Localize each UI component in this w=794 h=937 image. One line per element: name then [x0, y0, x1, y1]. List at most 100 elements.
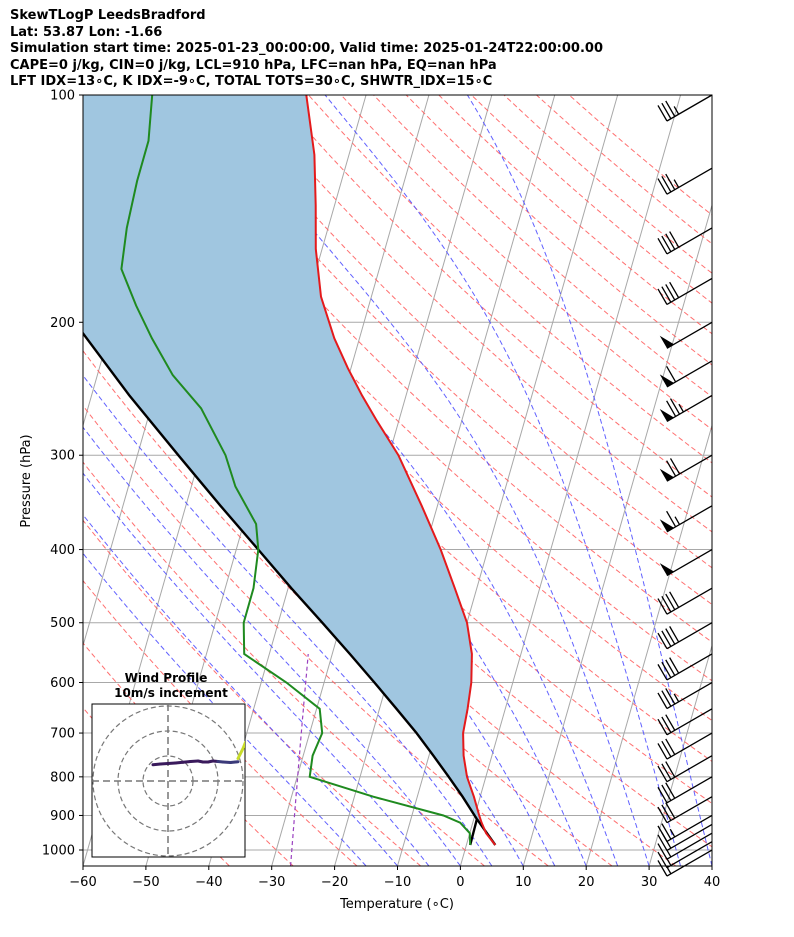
wind-barb	[659, 394, 713, 423]
barb-feather	[657, 825, 668, 842]
barb-half-feather	[669, 828, 676, 838]
barb-staff	[666, 394, 713, 423]
y-tick-label: 500	[50, 616, 75, 631]
x-tick-label: −50	[132, 875, 159, 890]
barb-staff	[666, 814, 713, 843]
mixing-ratio-line	[290, 653, 309, 866]
barb-feather	[661, 630, 672, 647]
stability-indices: LFT IDX=13∘C, K IDX=-9∘C, TOTAL TOTS=30∘…	[10, 74, 493, 89]
dry-adiabat	[83, 579, 358, 866]
x-tick-label: −10	[384, 875, 411, 890]
barb-feather	[657, 718, 668, 736]
barb-pennant	[659, 468, 674, 482]
dry-adiabat	[83, 350, 613, 866]
barb-feather	[657, 238, 668, 255]
dry-adiabat	[210, 95, 712, 569]
barb-feather	[665, 628, 676, 645]
barb-feather	[665, 761, 676, 778]
moist-adiabat	[201, 95, 650, 866]
barb-feather	[665, 659, 676, 676]
barb-feather	[657, 178, 668, 195]
x-tick-label: 30	[641, 875, 658, 890]
barb-feather	[665, 802, 676, 819]
x-tick-label: −40	[195, 875, 222, 890]
barb-feather	[665, 593, 676, 611]
x-tick-label: 0	[456, 875, 464, 890]
barb-staff	[666, 227, 713, 255]
barb-feather	[669, 626, 680, 643]
isotherm-line	[711, 864, 712, 866]
dry-adiabat	[83, 245, 712, 848]
barb-feather	[661, 823, 672, 840]
chart-title: SkewTLogP LeedsBradford	[10, 8, 206, 23]
barb-half-feather	[678, 403, 684, 413]
wind-barb	[657, 277, 713, 306]
wind-barb	[659, 505, 713, 533]
barb-pennant	[659, 335, 674, 349]
barb-feather	[665, 714, 676, 731]
wind-barb	[659, 321, 713, 349]
barb-staff	[666, 167, 713, 195]
barb-feather	[666, 510, 677, 528]
isotherm-line	[585, 423, 712, 866]
hodograph-title: Wind Profile	[125, 671, 208, 685]
dry-adiabat	[242, 95, 712, 533]
barb-pennant	[659, 374, 674, 387]
barb-feather	[657, 834, 668, 851]
barb-feather	[666, 400, 677, 417]
barb-feather	[669, 591, 680, 608]
barb-feather	[657, 692, 668, 709]
plot-area	[83, 95, 794, 866]
barb-staff	[666, 832, 713, 860]
barb-half-feather	[673, 106, 680, 115]
dry-adiabat	[83, 296, 677, 866]
y-tick-label: 700	[50, 727, 75, 742]
barb-staff	[666, 732, 713, 760]
barb-feather	[661, 286, 672, 303]
wind-barb	[657, 622, 713, 650]
barb-feather	[657, 664, 668, 681]
hodograph-inset: Wind Profile 10m/s increment	[91, 671, 246, 858]
barb-feather	[666, 460, 677, 477]
barb-staff	[666, 681, 713, 710]
cin-shading	[83, 95, 496, 845]
barb-staff	[666, 454, 713, 482]
temperature-line	[305, 95, 497, 846]
barb-feather	[661, 740, 672, 758]
barb-half-feather	[673, 693, 680, 703]
wind-barb	[657, 755, 713, 783]
simulation-times: Simulation start time: 2025-01-23_00:00:…	[10, 41, 603, 56]
moist-adiabat	[83, 426, 461, 866]
moist-adiabat	[83, 552, 367, 866]
isotherm-line	[775, 95, 794, 866]
wind-barb	[657, 681, 713, 710]
barb-feather	[661, 176, 672, 193]
barb-feather	[657, 765, 668, 782]
wind-barb	[657, 849, 713, 877]
dry-adiabat	[83, 519, 422, 866]
y-tick-label: 400	[50, 543, 75, 558]
dry-adiabat	[83, 642, 294, 866]
x-tick-label: −60	[69, 875, 96, 890]
barb-feather	[665, 738, 676, 755]
y-tick-label: 900	[50, 809, 75, 824]
barb-feather	[665, 233, 676, 250]
y-tick-label: 100	[50, 89, 75, 104]
hodograph-subtitle: 10m/s increment	[114, 686, 228, 700]
moist-adiabat	[324, 95, 681, 866]
barb-feather	[661, 763, 672, 780]
isotherm-line	[522, 203, 712, 866]
barb-feather	[665, 100, 676, 117]
y-tick-label: 1000	[42, 844, 75, 859]
barb-feather	[669, 398, 681, 415]
convective-parameters: CAPE=0 j/kg, CIN=0 j/kg, LCL=910 hPa, LF…	[10, 57, 497, 73]
barb-pennant	[659, 519, 674, 532]
parcel-dewpoint-ascent	[469, 818, 479, 846]
barb-feather	[657, 288, 668, 305]
wind-barb	[657, 776, 713, 804]
dry-adiabat	[503, 95, 712, 274]
barb-pennant	[659, 408, 674, 422]
barb-staff	[666, 776, 713, 804]
hodograph-upper-segment	[236, 740, 245, 760]
